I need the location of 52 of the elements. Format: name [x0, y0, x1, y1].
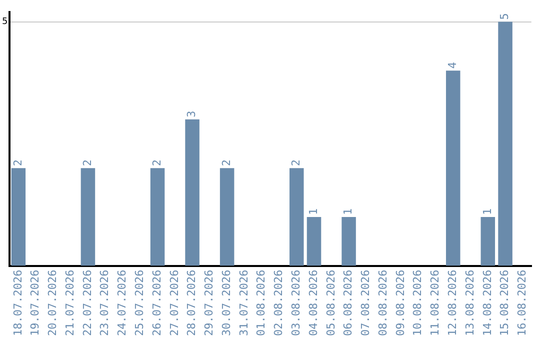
x-tick-label: 07.08.2026: [359, 270, 372, 336]
x-tick-label: 16.08.2026: [516, 270, 529, 336]
bar: [289, 168, 304, 266]
x-tick-label: 04.08.2026: [306, 270, 320, 336]
bar: [480, 216, 496, 266]
x-tick-label: 02.08.2026: [272, 270, 286, 336]
data-label: 2: [220, 160, 233, 166]
bar: [150, 168, 165, 266]
x-tick-label: 13.08.2026: [463, 270, 476, 336]
x-tick-label: 25.07.2026: [132, 270, 146, 336]
bar: [11, 168, 26, 266]
data-label: 2: [150, 160, 164, 166]
bar: [446, 70, 460, 266]
x-tick-label: 27.07.2026: [168, 270, 181, 336]
x-tick-label: 18.07.2026: [11, 270, 24, 336]
data-label: 5: [498, 13, 512, 20]
x-tick-label: 03.08.2026: [289, 270, 302, 336]
x-tick-label: 08.08.2026: [376, 270, 390, 336]
x-tick-label: 06.08.2026: [342, 270, 355, 336]
x-tick-label: 11.08.2026: [428, 270, 442, 336]
x-tick-label: 21.07.2026: [63, 270, 76, 336]
x-tick-label: 22.07.2026: [80, 270, 94, 336]
x-tick-label: 14.08.2026: [480, 270, 494, 336]
x-tick-label: 20.07.2026: [46, 270, 60, 336]
bar: [498, 22, 512, 266]
x-tick-label: 12.08.2026: [446, 270, 459, 336]
x-tick-label: 30.07.2026: [220, 270, 233, 336]
data-label: 1: [306, 208, 320, 215]
bar: [220, 168, 234, 266]
x-tick-label: 09.08.2026: [394, 270, 407, 336]
data-label: 4: [446, 62, 459, 69]
x-tick-label: 05.08.2026: [324, 270, 338, 336]
x-tick-label: 26.07.2026: [150, 270, 164, 336]
data-label: 3: [185, 110, 198, 118]
bar: [306, 216, 322, 266]
x-tick-label: 29.07.2026: [202, 270, 216, 336]
x-tick-label: 15.08.2026: [498, 270, 512, 336]
data-label: 1: [342, 208, 355, 215]
x-tick-label: 24.07.2026: [116, 270, 129, 336]
x-tick-label: 23.07.2026: [98, 270, 112, 336]
data-label: 2: [11, 160, 24, 166]
x-tick-label: 31.07.2026: [237, 270, 250, 336]
bar: [342, 216, 356, 266]
bar: [80, 168, 96, 266]
x-tick-label: 01.08.2026: [254, 270, 268, 336]
x-tick-label: 28.07.2026: [185, 270, 198, 336]
data-label: 2: [80, 160, 94, 166]
bar: [185, 119, 200, 266]
x-tick-label: 19.07.2026: [28, 270, 42, 336]
data-label: 1: [480, 208, 494, 215]
data-label: 2: [289, 160, 302, 166]
x-tick-label: 10.08.2026: [411, 270, 424, 336]
